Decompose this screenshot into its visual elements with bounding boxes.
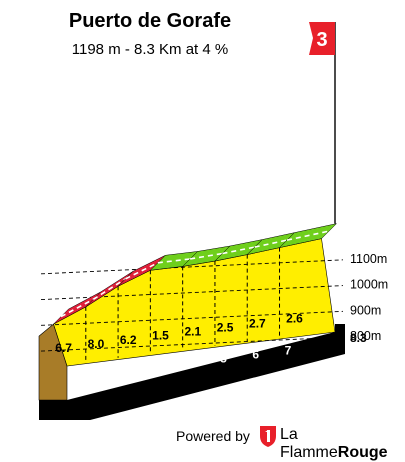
brand-regular: La Flamme [280,426,338,461]
elevation-profile-chart: 800m 900m 1000m 1100m 6.7 8.0 6.2 1.5 2.1 2.5 2.7 2… [38,22,388,420]
gradient-label: 8.0 [88,337,105,351]
distance-end-label: 8.3 [350,331,367,345]
powered-by-label: Powered by [176,428,250,444]
profile-centerline-4 [157,258,191,264]
km-marker-label: 2 [123,364,130,378]
climb-summary: 1198 m - 8.3 Km at 4 % [71,41,229,58]
km-marker-label: 7 [285,343,292,357]
profile-centerline-8 [286,230,330,241]
gradient-label: 2.7 [249,316,266,330]
footer: Powered by La FlammeRouge [0,424,405,461]
profile-centerline-6 [222,246,255,255]
gradient-label: 6.7 [55,341,72,355]
page-title: Puerto de Gorafe [68,10,232,32]
profile-centerline-2 [92,278,127,301]
elevation-gridline-800 [40,336,344,352]
category-flag [309,22,335,55]
km-marker-label: 3 [156,360,163,374]
km-marker-label: 1 [91,368,98,382]
elevation-tick-label: 800m [350,329,381,343]
profile-side-wall [38,323,68,401]
elevation-tick-label: 1100m [350,252,387,266]
profile-centerline-5 [190,252,223,260]
km-marker-label: 4 [188,356,195,370]
km-marker-label: 6 [252,347,259,361]
elevation-tick-label: 1000m [350,278,388,292]
profile-centerline-3 [125,262,159,280]
flame-rouge-logo-icon [260,426,276,447]
brand-name: La FlammeRouge [280,426,405,462]
gradient-label: 6.2 [120,333,137,347]
elevation-tick-label: 900m [350,303,381,317]
profile-base-end [335,324,345,354]
profile-base-band [39,324,345,420]
category-flag-number: 3 [316,29,327,51]
gradient-label: 2.1 [184,325,201,339]
gradient-label: 1.5 [152,329,169,343]
profile-centerline-1 [60,298,94,318]
elevation-gridline-900 [40,310,344,326]
km-marker-label: 5 [220,352,227,366]
elevation-gridline-1100 [40,259,344,275]
gradient-label: 2.5 [217,320,234,334]
profile-centerline-7 [254,239,288,248]
gradient-label: 2.6 [286,312,303,326]
